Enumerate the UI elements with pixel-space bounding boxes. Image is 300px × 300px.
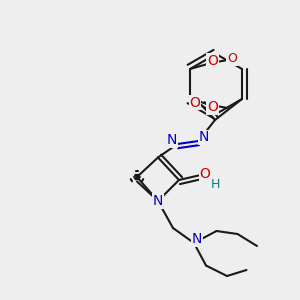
Text: O: O	[200, 167, 211, 181]
Text: N: N	[199, 130, 209, 144]
Text: O: O	[207, 100, 218, 114]
Text: N: N	[192, 232, 202, 246]
Text: N: N	[167, 134, 177, 147]
Text: O: O	[207, 54, 218, 68]
Text: N: N	[153, 194, 163, 208]
Text: O: O	[189, 96, 200, 110]
Text: H: H	[210, 178, 220, 191]
Text: O: O	[227, 52, 237, 65]
